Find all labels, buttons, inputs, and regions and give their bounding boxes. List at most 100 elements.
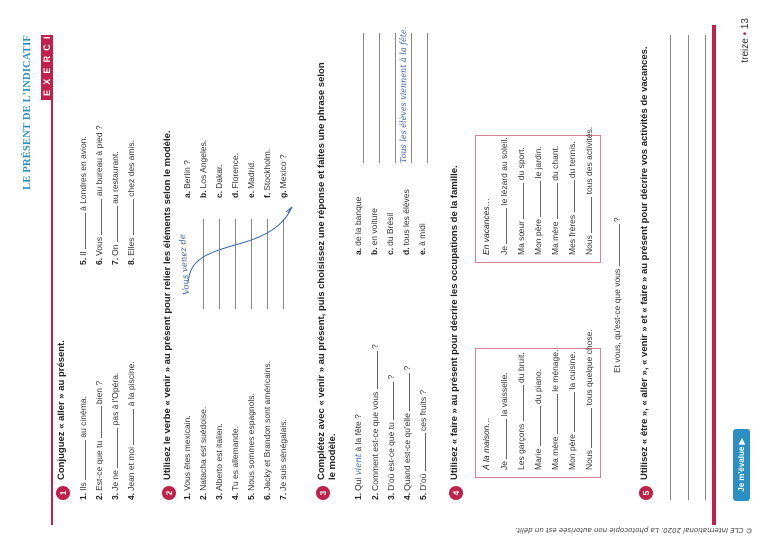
answer-blank[interactable] [549,394,558,435]
answer-blank[interactable] [498,207,507,244]
exercise-3-heading: 3 Complétez avec « venir » au présent, p… [316,62,338,500]
exercise-5-heading: 5 Utilisez « être », « aller », « venir … [639,46,653,500]
exercise-number-badge: 2 [162,486,176,500]
answer-line[interactable] [427,33,428,163]
answer-line[interactable] [363,33,364,163]
ex2-sentence: 4.Tu es allemande. [230,426,240,500]
answer-blank[interactable] [583,407,592,448]
filled-answer: vient [354,453,364,476]
footer-rule [712,25,716,525]
answer-blank[interactable] [566,391,575,432]
answer-blank[interactable] [77,213,86,250]
exercise-number-badge: 4 [449,486,463,500]
ex2-sentence: 2.Natacha est suédoise. [198,406,208,500]
box-row: Ma mère du chant. [549,145,560,255]
ex4-follow-up-question: Et vous, qu'est-ce que vous ? [611,217,622,373]
exercise-4-heading: 4 Utilisez « faire » au présent pour déc… [449,165,463,500]
exercise-instruction: Utilisez « être », « aller », « venir » … [639,46,650,480]
ex1-item: 3.Je ne pas à l'Opéra. [109,372,120,500]
exercise-instruction: Utilisez le verbe « venir » au présent p… [162,130,173,480]
answer-blank[interactable] [532,180,541,217]
answer-blank[interactable] [109,427,118,468]
header-rule [51,97,53,525]
ex3-question: 3.D'où est-ce que tu ? [385,374,396,500]
ex3-answer-option: c.du Brésil [385,212,395,255]
answer-blank[interactable] [498,418,507,459]
exercise-instruction: Conjuguez « aller » au présent. [56,340,67,480]
box-row: Ma mère le ménage. [549,349,560,470]
example-handwritten-sentence: Tous les élèves viennent à la fête. [399,26,408,163]
answer-line[interactable] [395,33,396,163]
ex2-city: e.Madrid. [246,160,256,198]
answer-blank[interactable] [93,406,102,439]
ex2-city: f.Stockholm. [262,148,272,198]
answer-blank[interactable] [515,182,524,219]
answer-blank[interactable] [532,406,541,447]
ex3-answer-option: e.à midi [417,223,427,255]
exercises-band: EXERCICES [41,0,53,100]
ex2-city: a.Berlin ? [182,160,192,198]
ex2-city: g.Mexico ? [278,154,288,198]
ex2-sentence: 3.Alberto est italien. [214,423,224,500]
answer-blank[interactable] [401,372,410,411]
ex2-city: c.Dakar. [214,164,224,198]
example-arrow-icon [187,206,293,284]
exercise-1-heading: 1 Conjuguez « aller » au présent. [56,340,70,500]
answer-blank[interactable] [417,433,426,472]
box-row: Les garçons du bruit. [515,352,526,470]
answer-blank[interactable] [611,224,620,267]
ex1-item: 8.Elles chez des amis. [125,140,136,265]
box-row: Mon père la cuisine. [566,351,577,470]
ex3-answer-option: b.en voiture [369,208,379,255]
answer-blank[interactable] [369,351,378,390]
exercise-2-heading: 2 Utilisez le verbe « venir » au présent… [162,130,176,500]
answer-blank[interactable] [77,440,86,481]
box-row: Mes frères du tennis. [566,141,577,255]
exercise-number-badge: 3 [316,486,330,500]
answer-blank[interactable] [125,408,134,445]
box-row: Je la vaisselle. [498,372,509,470]
answer-blank[interactable] [583,196,592,233]
chapter-title: LE PRÉSENT DE L'INDICATIF [22,35,33,190]
box-title: En vacances… [481,197,491,255]
answer-line[interactable] [705,35,706,500]
ex2-sentence: 7.Je suis sénégalais. [278,419,288,500]
answer-blank[interactable] [125,199,134,236]
answer-blank[interactable] [385,381,394,420]
ex3-answer-option: d.tous les élèves [401,189,411,255]
box-row: Mon père le jardin. [532,146,543,255]
answer-blank[interactable] [549,183,558,220]
ex2-city: d.Florence. [230,153,240,198]
exercise-instruction: Utilisez « faire » au présent pour décri… [449,165,460,480]
answer-line[interactable] [379,33,380,163]
box-row: Ma sœur du sport. [515,147,526,255]
ex1-item: 7.On au restaurant. [109,151,120,265]
answer-blank[interactable] [566,180,575,213]
ex2-sentence: 5.Nous sommes espagnols. [246,393,256,500]
ex1-item: 2.Est-ce que tu bien ? [93,380,104,500]
self-evaluation-button[interactable]: Je m'évalue ▶ [733,429,750,501]
answer-blank[interactable] [109,206,118,243]
ex1-item: 5.Il à Londres en avion. [77,136,88,265]
box-row: Nous tous des activités. [583,126,594,255]
answer-line[interactable] [688,35,689,500]
ex3-question: 5.D'où ces fruits ? [417,389,428,500]
answer-blank[interactable] [515,385,524,422]
ex3-question: 1.Qui vient à la fête ? [353,414,364,500]
box-title: À la maison… [481,417,491,470]
copyright-notice: © CLE International 2020. La photocopie … [515,526,753,534]
answer-line[interactable] [670,35,671,500]
ex2-city: b.Los Angeles. [198,139,208,198]
exercise-instruction-cont: le modèle. [327,433,338,480]
ex2-sentence: 6.Jacky et Brandon sont américains. [262,360,272,500]
answer-blank[interactable] [93,198,102,235]
ex1-item: 4.Jean et moi à la piscine. [125,361,136,500]
page-number: treize • 13 [740,18,751,63]
exercise-instruction: Complétez avec « venir » au présent, pui… [316,62,327,480]
ex2-sentence: 1.Vous êtes mexicain. [182,415,192,500]
home-box: À la maison… Je la vaisselle. Les garçon… [475,329,601,478]
answer-line[interactable] [411,33,412,163]
exercise-number-badge: 1 [56,486,70,500]
ex1-item: 1.Ils au cinéma. [77,396,88,500]
